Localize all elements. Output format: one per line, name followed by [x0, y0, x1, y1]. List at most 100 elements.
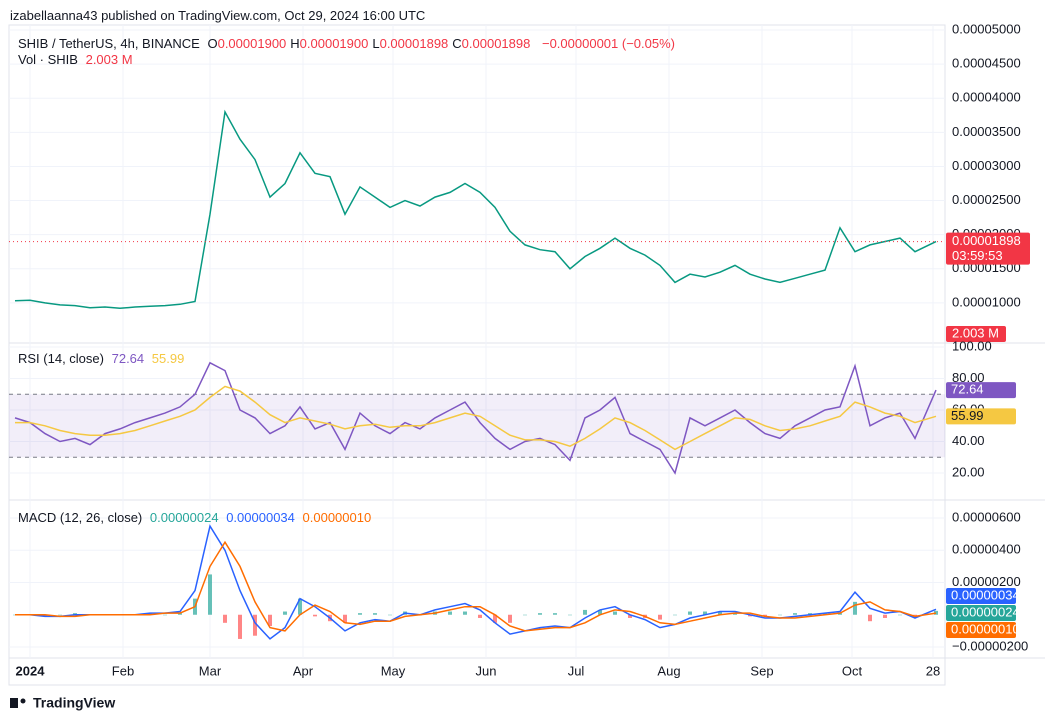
volume-legend: Vol · SHIB 2.003 M	[18, 52, 137, 67]
last-price-label: 0.00001898	[952, 233, 1021, 248]
histogram-bar	[163, 614, 167, 616]
histogram-bar	[613, 611, 617, 615]
ohlc-text: 0.00001898	[379, 36, 449, 51]
ohlc-key: C	[452, 36, 462, 51]
y-tick-label: 0.00003500	[952, 124, 1021, 139]
rsi-last-label-badge	[946, 408, 1016, 425]
histogram-bar	[358, 613, 362, 615]
histogram-bar	[43, 614, 47, 617]
countdown: 03:59:53	[952, 248, 1003, 263]
ohlc-key: O	[207, 36, 218, 51]
last-price-badge	[946, 232, 1030, 265]
x-tick-label: Jul	[568, 663, 585, 678]
histogram-bar	[838, 613, 842, 615]
histogram-bar	[463, 611, 467, 615]
histogram-bar	[148, 613, 152, 615]
x-tick-label: 2024	[16, 663, 46, 678]
histogram-bar	[628, 614, 632, 618]
histogram-bar	[373, 613, 377, 615]
histogram-bar	[253, 614, 257, 636]
y-tick-label: 0.00004000	[952, 90, 1021, 105]
x-tick-label: May	[381, 663, 406, 678]
series-line	[15, 385, 937, 451]
histogram-bar	[298, 598, 302, 615]
change: −0.00000001 (−0.05%)	[541, 36, 675, 51]
volume-badge-label: 2.003 M	[952, 325, 999, 340]
histogram-bar	[223, 614, 227, 623]
histogram-bar	[793, 613, 797, 615]
rsi-title: RSI (14, close)	[18, 351, 104, 366]
rsi-value: 72.64	[111, 351, 145, 366]
histogram-bar	[883, 614, 887, 618]
histogram-bar	[178, 613, 182, 615]
y-tick-label: 100.00	[952, 338, 992, 353]
x-tick-label: Oct	[842, 663, 863, 678]
y-tick-label: 0.00000600	[952, 509, 1021, 524]
rsi-legend: RSI (14, close) 72.64 55.99	[18, 351, 188, 366]
histogram-bar	[538, 613, 542, 615]
histogram-bar	[598, 609, 602, 615]
logo-text: TradingView	[33, 695, 115, 711]
histogram-bar	[583, 609, 587, 615]
y-tick-label: 0.00002500	[952, 192, 1021, 207]
histogram-bar	[508, 614, 512, 623]
hist-value: 0.00000024	[149, 510, 219, 525]
y-tick-label: −0.00000200	[952, 638, 1028, 653]
macd-last-label-badge	[946, 588, 1016, 604]
histogram-bar	[703, 611, 707, 615]
ohlc: O0.00001900 H0.00001900 L0.00001898 C0.0000…	[207, 36, 534, 51]
histogram-bar	[658, 614, 662, 620]
ohlc-text: 0.00001898	[461, 36, 531, 51]
ohlc-text: 0.00001900	[299, 36, 369, 51]
x-tick-label: Aug	[657, 663, 680, 678]
histogram-bar	[478, 614, 482, 618]
y-tick-label: 0.00000400	[952, 542, 1021, 557]
histogram-bar	[388, 614, 392, 616]
y-tick-label: 0.00004500	[952, 56, 1021, 71]
histogram-bar	[913, 614, 917, 617]
histogram-bar	[688, 611, 692, 615]
y-tick-label: 20.00	[952, 464, 985, 479]
histogram-bar	[718, 611, 722, 615]
macd-title: MACD (12, 26, close)	[18, 510, 143, 525]
series-line	[15, 540, 937, 632]
histogram-bar	[268, 614, 272, 627]
rsi-last-label: 55.99	[951, 408, 984, 423]
signal-value: 0.00000010	[302, 510, 372, 525]
x-tick-label: Sep	[750, 663, 773, 678]
series-line	[14, 109, 937, 310]
ohlc-key: L	[372, 36, 380, 51]
y-tick-label: 80.00	[952, 370, 985, 385]
logo	[10, 698, 26, 708]
y-tick-label: 0.00001000	[952, 294, 1021, 309]
histogram-bar	[448, 611, 452, 615]
histogram-bar	[523, 614, 527, 616]
volume-badge	[946, 326, 1006, 342]
publisher: izabellaanna43 published on TradingView.…	[10, 8, 426, 23]
histogram-bar	[934, 610, 938, 615]
x-tick-label: Jun	[476, 663, 497, 678]
histogram-bar	[568, 614, 572, 616]
histogram-bar	[898, 614, 902, 616]
macd-legend: MACD (12, 26, close) 0.00000024 0.000000…	[18, 510, 375, 525]
histogram-bar	[58, 614, 62, 616]
histogram-bar	[733, 613, 737, 615]
histogram-bar	[763, 614, 767, 617]
x-tick-label: Apr	[293, 663, 314, 678]
histogram-bar	[73, 613, 77, 615]
macd-value: 0.00000034	[226, 510, 295, 525]
histogram-bar	[808, 613, 812, 615]
series-line	[14, 361, 937, 475]
x-tick-label: Mar	[199, 663, 222, 678]
x-tick-label: 28	[926, 663, 940, 678]
histogram-bar	[553, 613, 557, 615]
histogram-bar	[853, 601, 857, 615]
ohlc-text: 0.00001900	[217, 36, 287, 51]
macd-last-label: 0.00000024	[951, 604, 1020, 619]
symbol: SHIB / TetherUS, 4h, BINANCE	[18, 36, 200, 51]
histogram-bar	[823, 613, 827, 615]
y-tick-label: 40.00	[952, 433, 985, 448]
